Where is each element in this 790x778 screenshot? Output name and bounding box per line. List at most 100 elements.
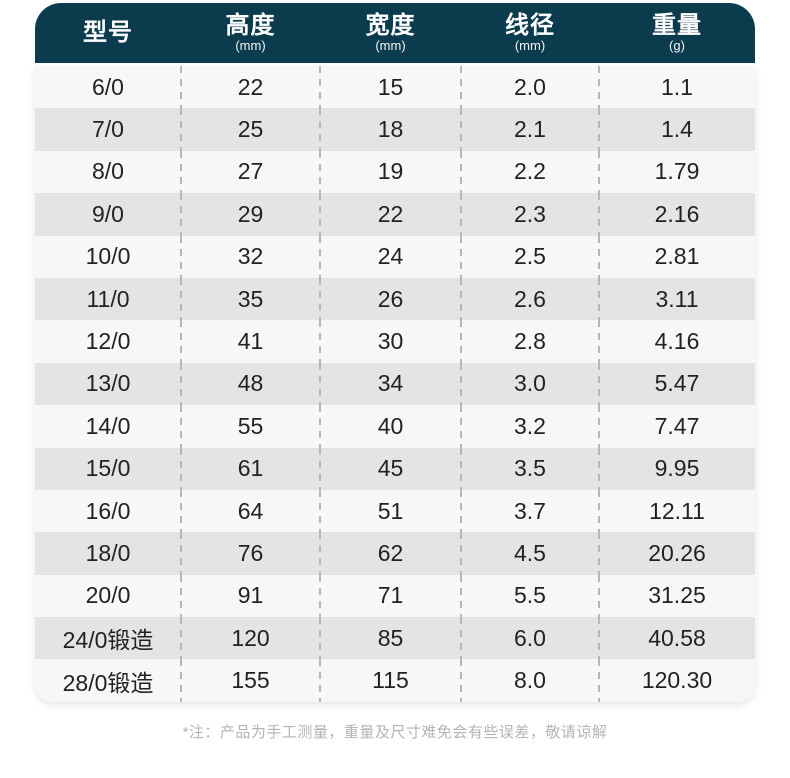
cell-height: 76 — [181, 532, 321, 576]
cell-width: 51 — [320, 489, 462, 533]
cell-wire: 3.7 — [461, 489, 600, 533]
cell-weight: 31.25 — [648, 582, 706, 609]
cell-wire: 3.0 — [461, 362, 600, 406]
cell-model: 15/0 — [35, 447, 182, 491]
cell-width: 34 — [320, 362, 462, 406]
cell-model: 28/0锻造 — [35, 659, 182, 702]
cell-height: 155 — [181, 659, 321, 702]
cell-wire: 6.0 — [461, 617, 600, 660]
table-row: 16/0 64 51 3.7 12.11 — [35, 489, 755, 533]
cell-weight: 40.58 — [648, 624, 706, 651]
cell-weight: 20.26 — [648, 539, 706, 566]
table-row: 18/0 76 62 4.5 20.26 — [35, 532, 755, 576]
cell-height: 22 — [181, 66, 321, 109]
header-label-wire: 线径 — [505, 11, 555, 39]
cell-model: 18/0 — [35, 532, 182, 576]
header-unit-wire: (mm) — [514, 37, 546, 53]
cell-width: 45 — [320, 447, 462, 491]
cell-width: 71 — [320, 574, 462, 618]
cell-model: 11/0 — [35, 277, 182, 321]
table-row: 11/0 35 26 2.6 3.11 — [35, 277, 755, 321]
cell-weight: 2.81 — [654, 243, 700, 270]
cell-model: 8/0 — [35, 150, 182, 194]
cell-wire: 5.5 — [461, 574, 600, 618]
cell-weight: 3.11 — [655, 285, 699, 312]
cell-wire: 2.8 — [461, 320, 600, 364]
table-row: 10/0 32 24 2.5 2.81 — [35, 235, 755, 279]
header-unit-width: (mm) — [375, 37, 406, 53]
cell-model: 10/0 — [35, 235, 182, 279]
spec-table-header: 型号 高度 (mm) 宽度 (mm) 线径 (mm) 重量 (g) — [35, 3, 755, 63]
table-row: 24/0锻造 120 85 6.0 40.58 — [35, 617, 755, 660]
cell-height: 35 — [181, 277, 321, 321]
cell-height: 29 — [181, 193, 321, 236]
header-cell-width: 宽度 (mm) — [320, 13, 461, 53]
cell-width: 22 — [320, 193, 462, 236]
table-row: 12/0 41 30 2.8 4.16 — [35, 320, 755, 364]
cell-height: 41 — [181, 320, 321, 364]
cell-weight: 1.4 — [661, 116, 693, 143]
cell-width: 62 — [320, 532, 462, 576]
table-row: 8/0 27 19 2.2 1.79 — [35, 150, 755, 194]
cell-width: 24 — [320, 235, 462, 279]
cell-wire: 2.5 — [461, 235, 600, 279]
cell-wire: 2.0 — [461, 66, 600, 109]
header-label-model: 型号 — [83, 19, 133, 47]
cell-height: 64 — [181, 489, 321, 533]
cell-width: 115 — [320, 659, 462, 702]
cell-model: 13/0 — [35, 362, 182, 406]
cell-width: 19 — [320, 150, 462, 194]
cell-width: 40 — [320, 405, 462, 448]
header-label-height: 高度 — [225, 11, 276, 39]
header-cell-model: 型号 — [35, 20, 181, 45]
header-unit-height: (mm) — [235, 37, 266, 53]
cell-weight: 1.1 — [661, 73, 693, 100]
header-label-width: 宽度 — [365, 11, 416, 39]
header-cell-wire: 线径 (mm) — [461, 13, 599, 53]
spec-table-body: 6/0 22 15 2.0 1.1 7/0 25 18 2.1 1.4 8/0 27 19 2.2 1.79… — [35, 66, 755, 702]
cell-width: 30 — [320, 320, 462, 364]
cell-height: 27 — [181, 150, 321, 194]
cell-model: 12/0 — [35, 320, 182, 364]
cell-model: 7/0 — [35, 108, 182, 152]
cell-wire: 2.6 — [461, 277, 600, 321]
cell-model: 6/0 — [35, 66, 182, 109]
header-unit-weight: (g) — [669, 37, 685, 53]
footnote-text: *注：产品为手工测量，重量及尺寸难免会有些误差，敬请谅解 — [182, 723, 608, 741]
cell-wire: 2.2 — [461, 150, 600, 194]
cell-height: 55 — [181, 405, 321, 448]
cell-wire: 2.1 — [461, 108, 600, 152]
table-row: 15/0 61 45 3.5 9.95 — [35, 447, 755, 491]
cell-weight: 4.16 — [654, 328, 700, 355]
cell-height: 91 — [181, 574, 321, 618]
cell-wire: 3.2 — [461, 405, 600, 448]
cell-weight: 12.11 — [649, 497, 705, 524]
cell-wire: 4.5 — [461, 532, 600, 576]
table-row: 28/0锻造 155 115 8.0 120.30 — [35, 659, 755, 702]
header-label-weight: 重量 — [652, 11, 702, 39]
cell-weight: 120.30 — [641, 667, 713, 694]
cell-weight: 5.47 — [654, 370, 700, 397]
cell-wire: 8.0 — [461, 659, 600, 702]
cell-model: 24/0锻造 — [35, 617, 182, 660]
cell-height: 25 — [181, 108, 321, 152]
cell-weight: 1.79 — [654, 158, 700, 185]
cell-model: 9/0 — [35, 193, 182, 236]
cell-weight: 9.95 — [654, 455, 700, 482]
cell-width: 18 — [320, 108, 462, 152]
table-row: 9/0 29 22 2.3 2.16 — [35, 193, 755, 236]
cell-model: 16/0 — [35, 489, 182, 533]
cell-wire: 3.5 — [461, 447, 600, 491]
cell-weight: 2.16 — [654, 200, 700, 227]
spec-table-card: 型号 高度 (mm) 宽度 (mm) 线径 (mm) 重量 (g) 6/0 22 15 2.0 1.1 7… — [35, 3, 755, 702]
table-row: 20/0 91 71 5.5 31.25 — [35, 574, 755, 618]
cell-wire: 2.3 — [461, 193, 600, 236]
cell-height: 120 — [181, 617, 321, 660]
table-row: 6/0 22 15 2.0 1.1 — [35, 66, 755, 109]
cell-model: 20/0 — [35, 574, 182, 618]
table-row: 13/0 48 34 3.0 5.47 — [35, 362, 755, 406]
header-cell-height: 高度 (mm) — [181, 13, 320, 53]
cell-weight: 7.47 — [654, 412, 700, 439]
cell-model: 14/0 — [35, 405, 182, 448]
cell-height: 61 — [181, 447, 321, 491]
